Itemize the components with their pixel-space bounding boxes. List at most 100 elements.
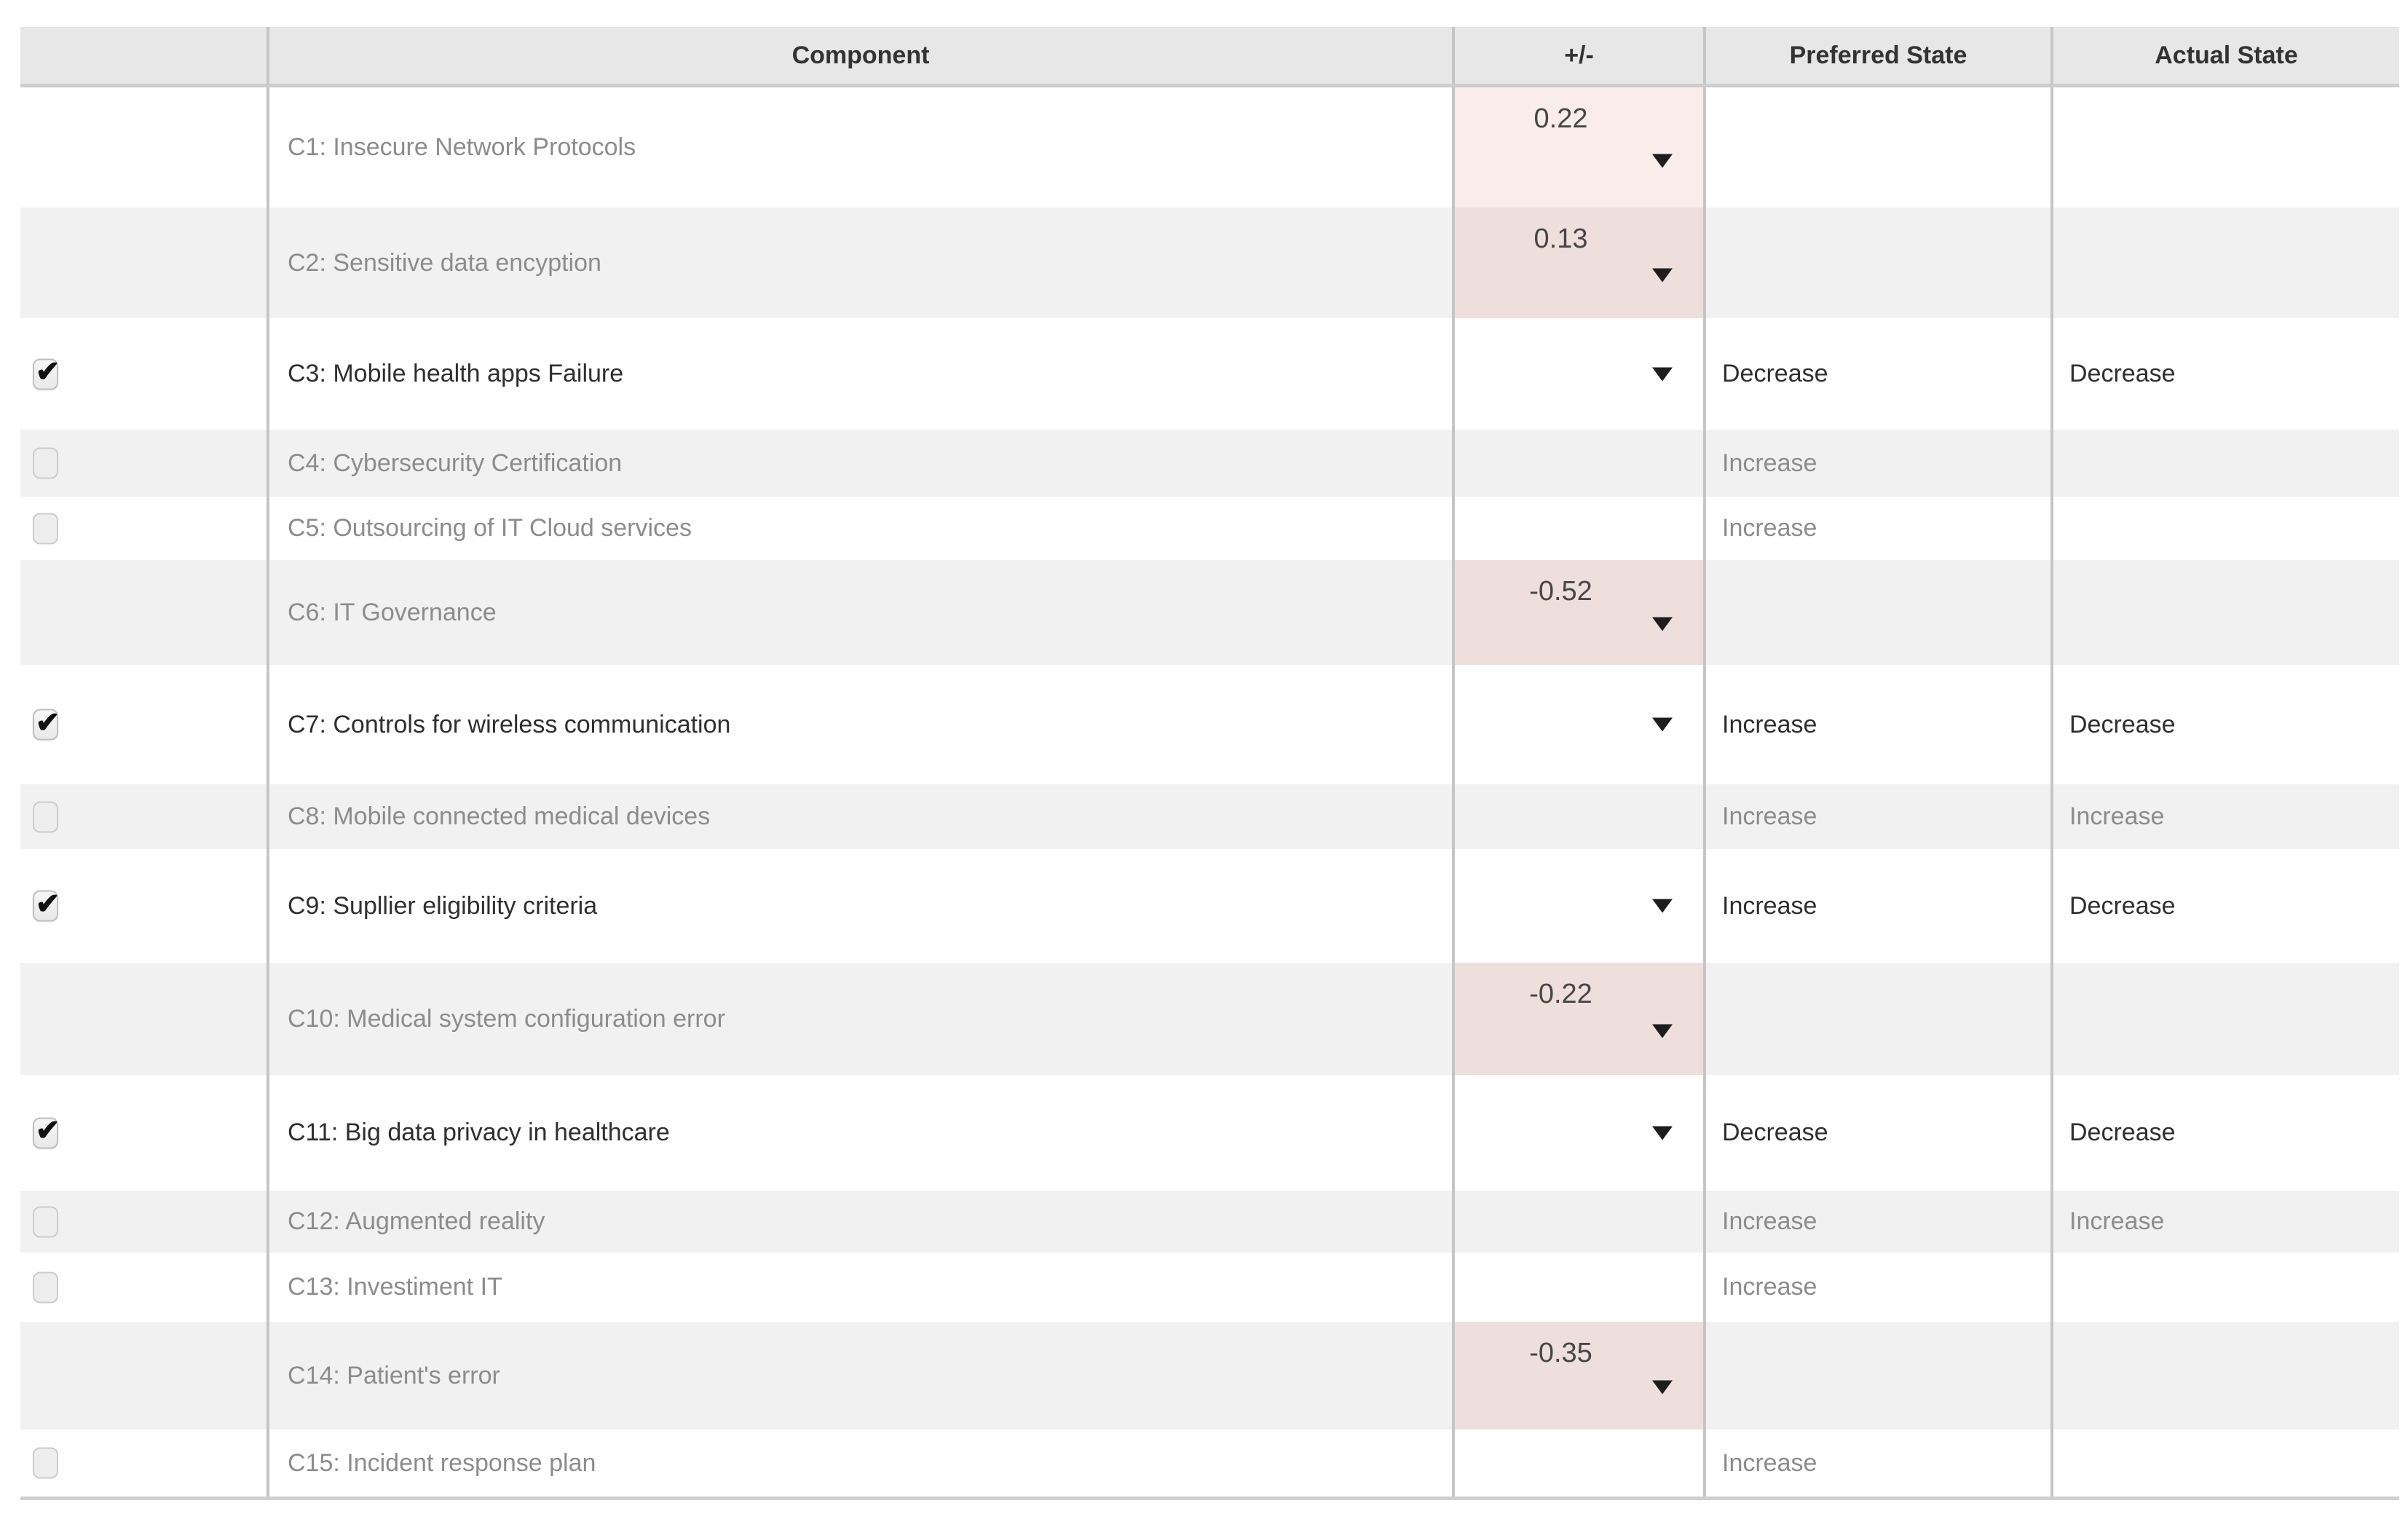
preferred-state-value: Increase (1722, 1207, 1817, 1235)
component-label: C4: Cybersecurity Certification (288, 449, 623, 477)
preferred-state-value: Decrease (1722, 1119, 1828, 1146)
dropdown-arrow-icon[interactable] (1652, 717, 1673, 732)
preferred-state-cell-c9: Increase (1706, 849, 2053, 963)
preferred-state-cell-c4: Increase (1706, 430, 2053, 497)
delta-cell-c14[interactable]: -0.35 (1455, 1322, 1706, 1430)
preferred-state-cell-c13: Increase (1706, 1253, 2053, 1322)
preferred-state-value: Increase (1722, 514, 1817, 542)
header-cell-component: Component (269, 27, 1455, 84)
preferred-state-cell-c11: Decrease (1706, 1075, 2053, 1191)
dropdown-arrow-icon[interactable] (1652, 268, 1673, 283)
c12-checkbox-unchecked[interactable] (33, 1206, 58, 1237)
actual-state-cell-c15 (2053, 1430, 2399, 1497)
component-label: C10: Medical system configuration error (288, 1004, 725, 1033)
delta-cell-c11[interactable] (1455, 1075, 1706, 1191)
checkbox-cell-c5 (20, 497, 269, 560)
delta-cell-c8 (1455, 784, 1706, 849)
delta-cell-c1[interactable]: 0.22 (1455, 87, 1706, 208)
actual-state-cell-c1 (2053, 87, 2399, 208)
actual-state-cell-c8: Increase (2053, 784, 2399, 849)
preferred-state-cell-c7: Increase (1706, 665, 2053, 784)
preferred-state-value: Increase (1722, 449, 1817, 477)
c9-checkbox-checked[interactable]: ✔ (33, 889, 60, 922)
table-row-c10: C10: Medical system configuration error -… (20, 963, 2399, 1075)
header-label-actual-state: Actual State (2155, 41, 2298, 69)
table-row-c3: ✔ C3: Mobile health apps Failure Decrease D… (20, 318, 2399, 430)
table-row-c4: C4: Cybersecurity Certification Increase (20, 430, 2399, 497)
table-body: C1: Insecure Network Protocols 0.22 C2: Se… (20, 87, 2399, 1497)
dropdown-arrow-icon[interactable] (1652, 1024, 1673, 1038)
checkbox-cell-c6 (20, 560, 269, 665)
c13-checkbox-unchecked[interactable] (33, 1271, 58, 1303)
dropdown-arrow-icon[interactable] (1652, 154, 1673, 168)
header-cell-preferred-state: Preferred State (1706, 27, 2053, 84)
checkbox-cell-c4 (20, 430, 269, 497)
preferred-state-cell-c1 (1706, 87, 2053, 208)
table-row-c1: C1: Insecure Network Protocols 0.22 (20, 87, 2399, 208)
component-label: C9: Supllier eligibility criteria (288, 891, 598, 920)
c5-checkbox-unchecked[interactable] (33, 513, 58, 544)
component-cell-c2: C2: Sensitive data encyption (269, 208, 1455, 318)
preferred-state-cell-c8: Increase (1706, 784, 2053, 849)
header-cell-actual-state: Actual State (2053, 27, 2399, 84)
delta-value: 0.13 (1533, 224, 1588, 254)
dropdown-arrow-icon[interactable] (1652, 1380, 1673, 1395)
c7-checkbox-checked[interactable]: ✔ (33, 706, 60, 741)
component-cell-c10: C10: Medical system configuration error (269, 963, 1455, 1075)
actual-state-cell-c11: Decrease (2053, 1075, 2399, 1191)
component-cell-c8: C8: Mobile connected medical devices (269, 784, 1455, 849)
preferred-state-cell-c15: Increase (1706, 1430, 2053, 1497)
component-label: C14: Patient's error (288, 1361, 500, 1389)
actual-state-cell-c5 (2053, 497, 2399, 560)
checkbox-cell-c9: ✔ (20, 849, 269, 963)
component-cell-c5: C5: Outsourcing of IT Cloud services (269, 497, 1455, 560)
actual-state-cell-c6 (2053, 560, 2399, 665)
checkbox-cell-c1 (20, 87, 269, 208)
c3-checkbox-checked[interactable]: ✔ (33, 358, 60, 390)
dropdown-arrow-icon[interactable] (1652, 617, 1673, 631)
delta-value: -0.52 (1529, 576, 1592, 607)
c11-checkbox-checked[interactable]: ✔ (33, 1116, 60, 1148)
table-row-c5: C5: Outsourcing of IT Cloud services Incr… (20, 497, 2399, 560)
preferred-state-cell-c14 (1706, 1322, 2053, 1430)
table-row-c13: C13: Investiment IT Increase (20, 1253, 2399, 1322)
header-cell-delta: +/- (1455, 27, 1706, 84)
preferred-state-cell-c2 (1706, 208, 2053, 318)
dropdown-arrow-icon[interactable] (1652, 1126, 1673, 1140)
actual-state-cell-c4 (2053, 430, 2399, 497)
checkbox-cell-c12 (20, 1191, 269, 1253)
c4-checkbox-unchecked[interactable] (33, 447, 58, 479)
checkbox-cell-c13 (20, 1253, 269, 1322)
dropdown-arrow-icon[interactable] (1652, 899, 1673, 913)
actual-state-cell-c3: Decrease (2053, 318, 2399, 430)
table-row-c2: C2: Sensitive data encyption 0.13 (20, 208, 2399, 318)
preferred-state-cell-c10 (1706, 963, 2053, 1075)
actual-state-value: Increase (2069, 1207, 2165, 1235)
component-cell-c9: C9: Supllier eligibility criteria (269, 849, 1455, 963)
dropdown-arrow-icon[interactable] (1652, 367, 1673, 381)
delta-cell-c9[interactable] (1455, 849, 1706, 963)
c15-checkbox-unchecked[interactable] (33, 1447, 58, 1479)
component-label: C3: Mobile health apps Failure (288, 360, 624, 387)
table-row-c8: C8: Mobile connected medical devices Incr… (20, 784, 2399, 849)
delta-cell-c2[interactable]: 0.13 (1455, 208, 1706, 318)
actual-state-value: Decrease (2069, 360, 2176, 387)
actual-state-value: Decrease (2069, 1119, 2176, 1146)
delta-value: 0.22 (1533, 103, 1588, 134)
checkbox-cell-c15 (20, 1430, 269, 1497)
preferred-state-value: Increase (1722, 710, 1817, 738)
component-label: C5: Outsourcing of IT Cloud services (288, 514, 692, 542)
actual-state-value: Decrease (2069, 891, 2176, 920)
header-label-delta: +/- (1564, 41, 1594, 69)
component-cell-c14: C14: Patient's error (269, 1322, 1455, 1430)
delta-cell-c7[interactable] (1455, 665, 1706, 784)
checkbox-cell-c8 (20, 784, 269, 849)
c8-checkbox-unchecked[interactable] (33, 801, 58, 832)
delta-cell-c10[interactable]: -0.22 (1455, 963, 1706, 1075)
preferred-state-value: Increase (1722, 803, 1817, 830)
checkmark-icon: ✔ (35, 706, 60, 738)
delta-cell-c3[interactable] (1455, 318, 1706, 430)
delta-cell-c6[interactable]: -0.52 (1455, 560, 1706, 665)
component-cell-c1: C1: Insecure Network Protocols (269, 87, 1455, 208)
actual-state-cell-c2 (2053, 208, 2399, 318)
